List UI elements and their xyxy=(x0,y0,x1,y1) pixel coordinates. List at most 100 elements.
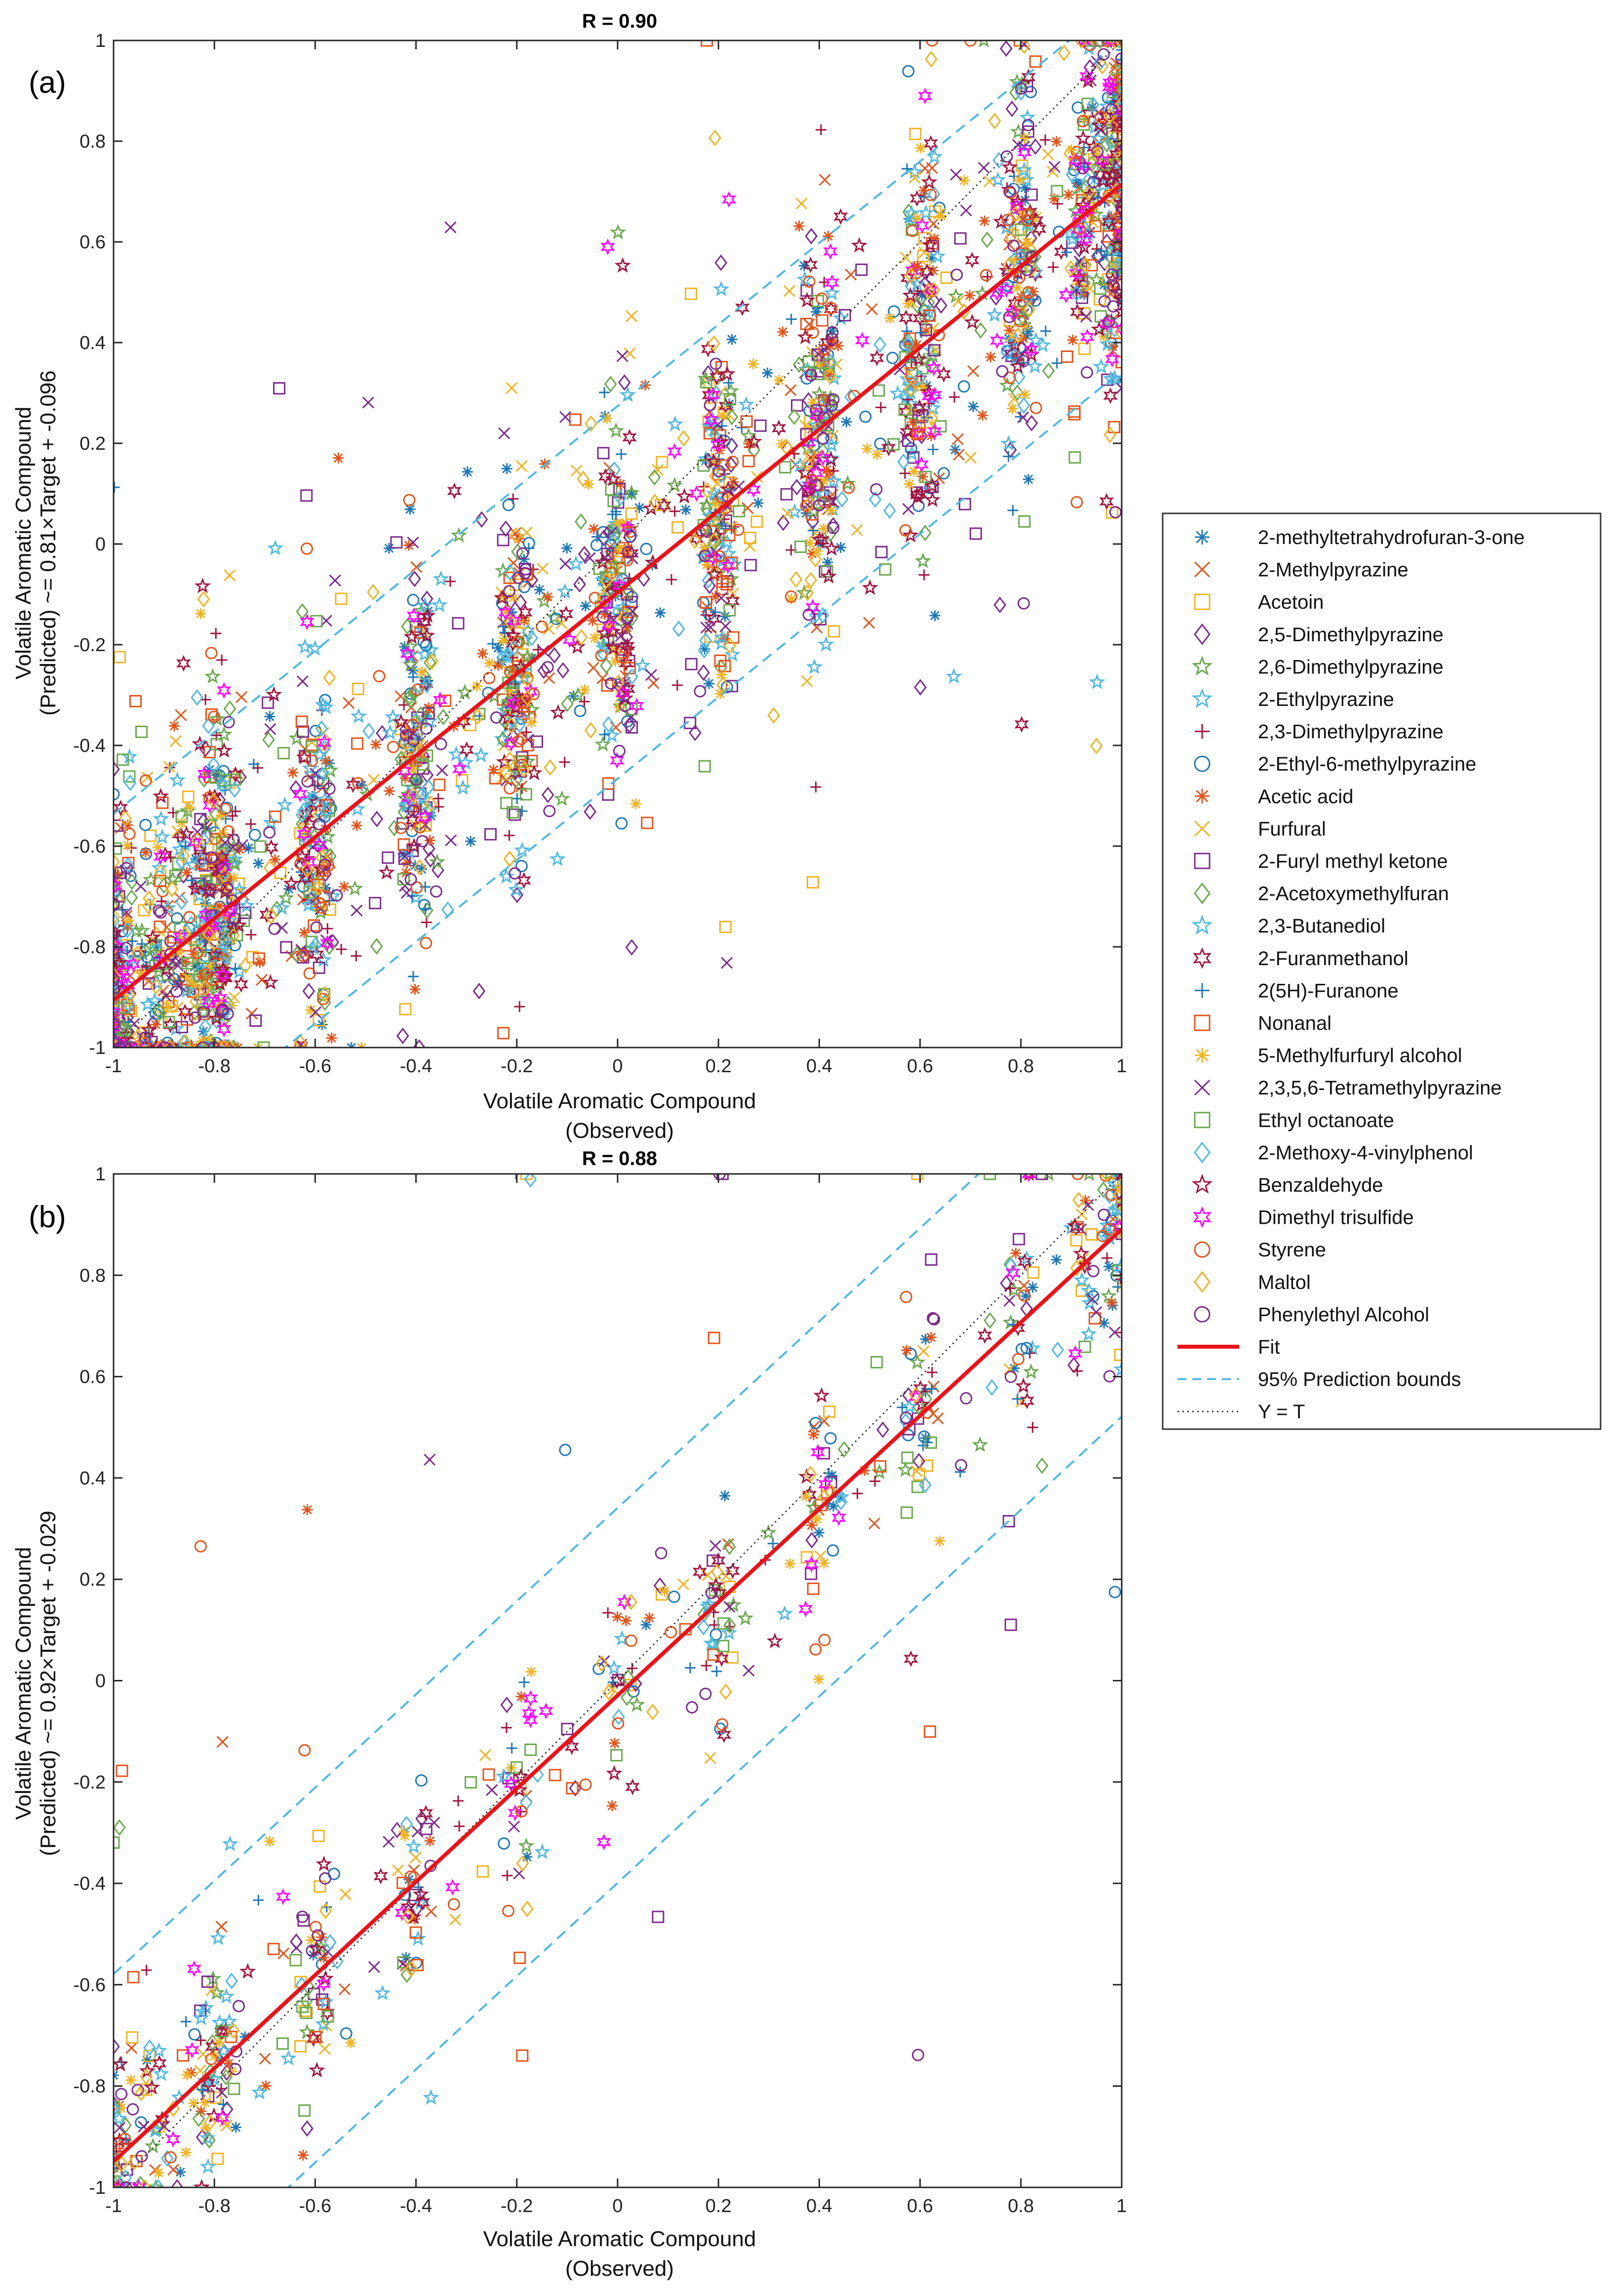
data-point xyxy=(452,760,467,778)
data-point xyxy=(268,923,281,935)
legend-label: Phenylethyl Alcohol xyxy=(1258,1304,1429,1325)
data-point xyxy=(605,639,622,655)
data-point xyxy=(667,443,682,460)
data-point xyxy=(311,746,328,762)
data-point xyxy=(136,938,148,950)
data-point xyxy=(407,665,419,676)
data-point xyxy=(181,1041,194,1048)
data-point xyxy=(835,491,849,507)
data-point xyxy=(1082,184,1095,201)
data-point xyxy=(928,1313,941,1325)
data-point xyxy=(1115,230,1122,242)
data-point xyxy=(1095,111,1107,123)
data-point xyxy=(263,826,276,839)
data-point xyxy=(309,1921,322,1934)
data-point xyxy=(945,668,962,684)
data-point xyxy=(153,787,169,804)
data-point xyxy=(221,801,234,814)
data-point xyxy=(162,1015,175,1028)
data-point xyxy=(521,1851,533,1863)
data-point xyxy=(594,553,611,570)
data-point xyxy=(967,365,980,377)
data-point xyxy=(699,632,712,649)
data-point xyxy=(584,552,596,564)
data-point xyxy=(267,1943,280,1955)
data-point xyxy=(713,280,730,297)
data-point xyxy=(459,741,474,758)
data-point xyxy=(1115,74,1122,86)
data-point xyxy=(1027,1282,1038,1293)
data-point xyxy=(1026,357,1043,374)
data-point xyxy=(985,1379,998,1396)
data-point xyxy=(216,1736,229,1748)
data-point xyxy=(351,820,362,831)
data-point xyxy=(352,777,365,790)
data-point xyxy=(1080,328,1095,346)
data-point xyxy=(669,506,680,517)
data-point xyxy=(299,805,314,822)
data-point xyxy=(283,875,300,891)
data-point xyxy=(509,808,521,821)
data-point xyxy=(704,621,717,633)
data-point xyxy=(1009,205,1022,223)
data-point xyxy=(1101,249,1112,261)
data-point xyxy=(804,1466,817,1482)
data-point xyxy=(745,433,763,449)
data-point xyxy=(1004,1618,1017,1631)
data-point xyxy=(1115,268,1122,281)
data-point xyxy=(900,467,911,479)
data-point xyxy=(827,1501,839,1512)
data-point xyxy=(1014,174,1025,186)
data-point xyxy=(936,210,947,222)
data-point xyxy=(1070,303,1085,320)
data-point xyxy=(1114,320,1122,338)
data-point xyxy=(477,648,488,659)
data-point xyxy=(719,480,737,497)
data-point xyxy=(820,568,837,584)
data-point xyxy=(408,570,421,587)
data-point xyxy=(742,455,755,467)
data-point xyxy=(1098,1318,1110,1329)
x-tick-label: 0.4 xyxy=(806,2196,832,2217)
data-point xyxy=(118,1041,131,1048)
data-point xyxy=(707,1331,720,1344)
data-point xyxy=(501,605,512,616)
data-point xyxy=(1061,247,1072,258)
data-point xyxy=(900,1411,912,1424)
data-point xyxy=(671,680,683,691)
data-point xyxy=(444,576,456,587)
data-point xyxy=(826,333,839,346)
data-point xyxy=(149,960,161,973)
data-point xyxy=(825,399,838,412)
data-point xyxy=(114,1035,120,1048)
series-phenylethyl-alcohol xyxy=(115,1174,1116,2187)
legend: 2-methyltetrahydrofuran-3-one2-Methylpyr… xyxy=(1162,512,1602,1430)
data-point xyxy=(600,572,613,589)
data-point xyxy=(289,1954,302,1967)
data-point xyxy=(835,542,846,553)
data-point xyxy=(600,238,615,256)
data-point xyxy=(153,904,165,917)
data-point xyxy=(515,1805,528,1818)
data-point xyxy=(805,228,818,245)
data-point xyxy=(1058,286,1074,304)
data-point xyxy=(302,982,315,1000)
data-point xyxy=(1018,167,1031,180)
data-point xyxy=(125,2074,137,2086)
data-point xyxy=(198,906,213,924)
data-point xyxy=(403,540,415,551)
data-point xyxy=(1108,239,1121,257)
data-point xyxy=(1042,362,1055,380)
data-point xyxy=(1007,403,1018,414)
data-point xyxy=(403,1874,415,1885)
data-point xyxy=(117,753,129,766)
data-point xyxy=(399,1826,410,1837)
data-point xyxy=(918,185,930,196)
data-point xyxy=(791,399,804,412)
y-equals-t-line xyxy=(114,1174,1122,2187)
data-point xyxy=(1091,143,1102,154)
data-point xyxy=(308,1949,319,1961)
data-point xyxy=(685,287,698,300)
data-point xyxy=(550,613,563,625)
data-point xyxy=(573,576,586,593)
